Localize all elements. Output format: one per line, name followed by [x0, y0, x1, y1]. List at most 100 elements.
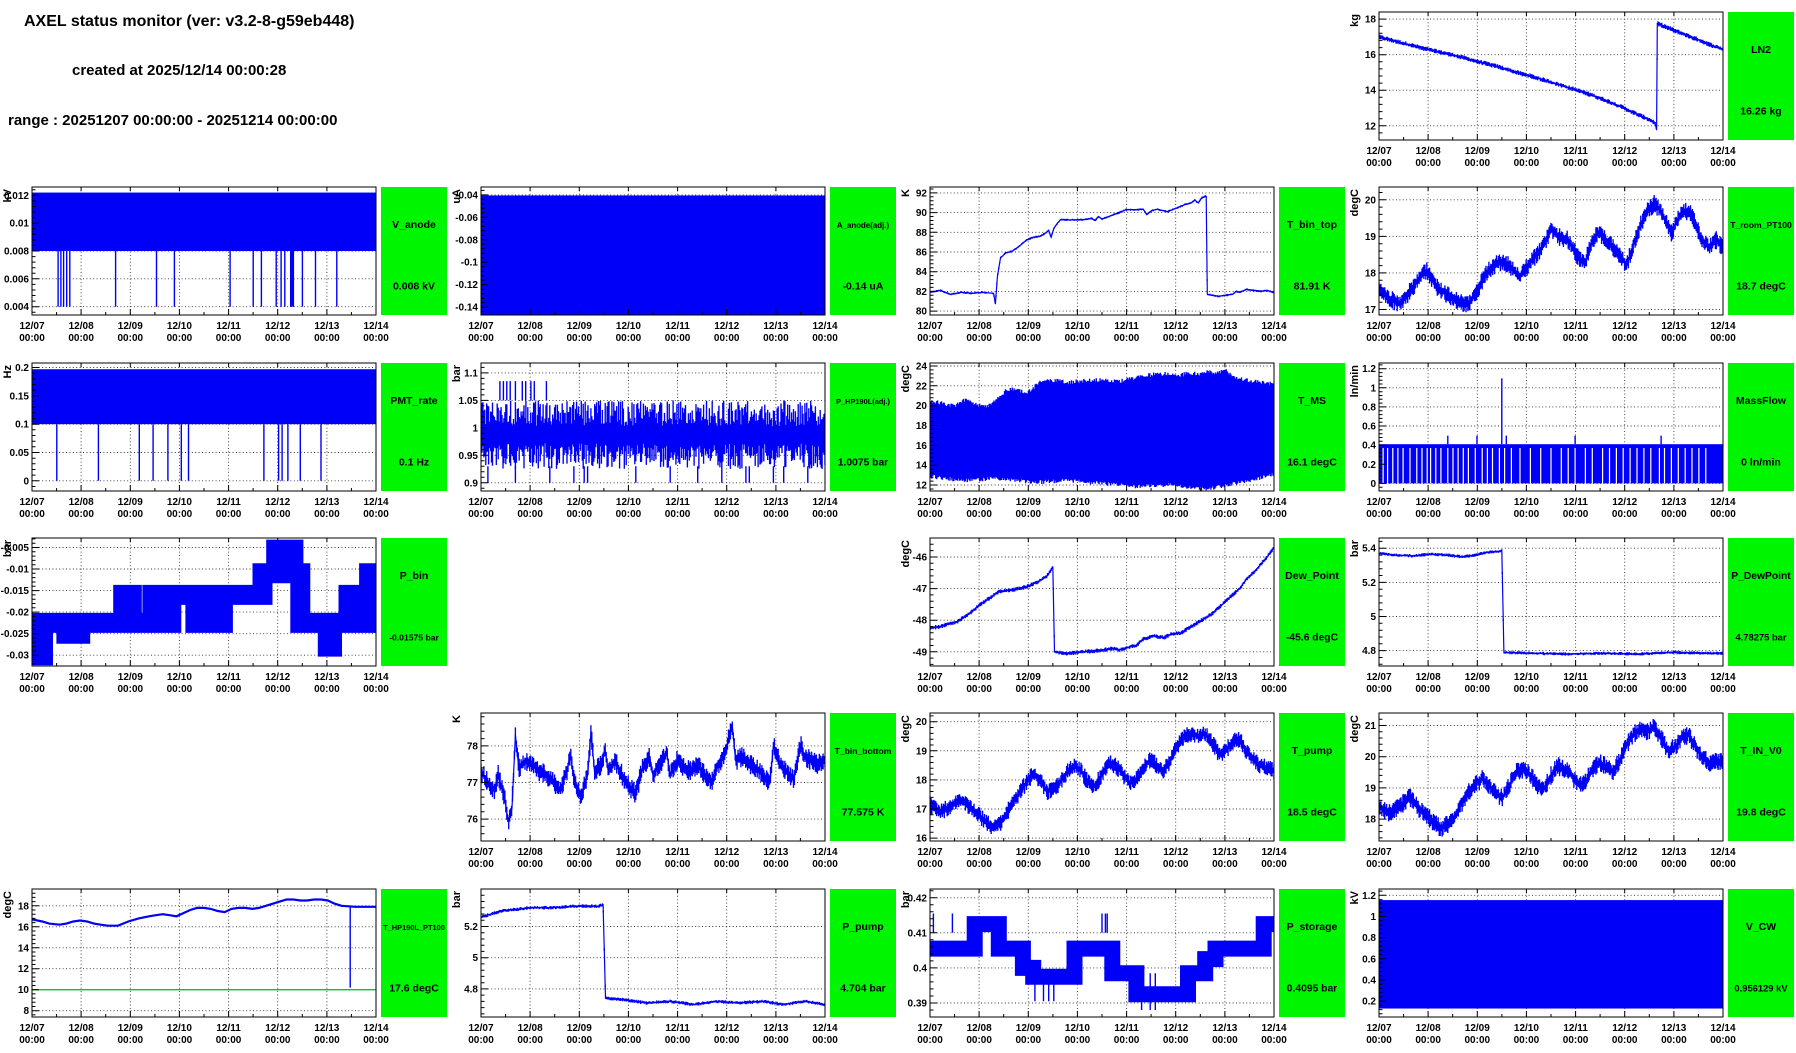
series-line — [930, 732, 1274, 828]
ytick-label: 20 — [916, 401, 928, 412]
ytick-label: 14 — [18, 943, 30, 954]
xtick-time-label: 00:00 — [167, 333, 193, 344]
xtick-date-label: 12/11 — [216, 672, 241, 683]
axis-ticks — [929, 713, 1275, 841]
xtick-time-label: 00:00 — [19, 333, 45, 344]
ytick-label: 0.2 — [15, 363, 29, 374]
xtick-time-label: 00:00 — [566, 509, 592, 520]
xtick-date-label: 12/12 — [1163, 672, 1188, 683]
ytick-label: -0.03 — [6, 651, 29, 662]
xtick-date-label: 12/11 — [1114, 847, 1139, 858]
axis-unit-label: bar — [451, 364, 463, 382]
xtick-date-label: 12/14 — [1261, 1023, 1286, 1034]
xtick-time-label: 00:00 — [1563, 1035, 1589, 1046]
xtick-date-label: 12/12 — [265, 497, 290, 508]
ytick-label: 21 — [1365, 721, 1377, 732]
xtick-date-label: 12/12 — [1612, 146, 1637, 157]
xtick-date-label: 12/14 — [812, 1023, 837, 1034]
xtick-date-label: 12/08 — [1416, 497, 1441, 508]
xtick-date-label: 12/11 — [1563, 1023, 1588, 1034]
xtick-date-label: 12/08 — [518, 321, 543, 332]
xtick-time-label: 00:00 — [966, 684, 992, 695]
plot-label-box — [1728, 889, 1794, 1017]
ytick-label: 16 — [916, 441, 928, 452]
xtick-time-label: 00:00 — [363, 509, 389, 520]
xtick-time-label: 00:00 — [1514, 158, 1540, 169]
xtick-time-label: 00:00 — [1015, 333, 1041, 344]
plot-frame — [1378, 186, 1724, 316]
xtick-time-label: 00:00 — [917, 333, 943, 344]
axis-unit-label: kg — [1349, 14, 1361, 27]
plot-value: 77.575 K — [842, 806, 885, 818]
xtick-date-label: 12/11 — [1114, 672, 1139, 683]
xtick-time-label: 00:00 — [468, 509, 494, 520]
ytick-label: 1 — [472, 423, 478, 434]
series-line — [930, 470, 1274, 487]
xtick-time-label: 00:00 — [1366, 859, 1392, 870]
plot-label: T_MS — [1298, 395, 1326, 407]
xtick-time-label: 00:00 — [19, 509, 45, 520]
xtick-time-label: 00:00 — [665, 859, 691, 870]
xtick-date-label: 12/14 — [1710, 1023, 1735, 1034]
axis-unit-label: degC — [1349, 715, 1361, 743]
xtick-date-label: 12/07 — [1366, 1023, 1391, 1034]
created-at: created at 2025/12/14 00:00:28 — [72, 62, 287, 79]
plot-P_pump: 4.855.2bar12/0700:0012/0800:0012/0900:00… — [451, 888, 896, 1046]
ytick-label: 0.01 — [10, 219, 30, 230]
plot-label-box — [1279, 363, 1345, 491]
xtick-date-label: 12/11 — [1563, 847, 1588, 858]
xtick-date-label: 12/12 — [1163, 847, 1188, 858]
xtick-time-label: 00:00 — [1661, 158, 1687, 169]
ytick-label: 20 — [1365, 752, 1377, 763]
plot-T_bin_top: 80828486889092K12/0700:0012/0800:0012/09… — [900, 186, 1345, 344]
xtick-date-label: 12/12 — [1612, 497, 1637, 508]
axis-unit-label: K — [900, 189, 912, 197]
ytick-label: 17 — [916, 805, 928, 816]
xtick-date-label: 12/13 — [314, 672, 339, 683]
xtick-date-label: 12/14 — [363, 672, 388, 683]
axis-ticks — [1378, 712, 1724, 841]
xtick-date-label: 12/14 — [812, 321, 837, 332]
xtick-date-label: 12/10 — [1065, 1023, 1090, 1034]
xtick-date-label: 12/12 — [1163, 1023, 1188, 1034]
xtick-time-label: 00:00 — [1261, 684, 1287, 695]
ytick-label: -0.08 — [455, 235, 478, 246]
xtick-date-label: 12/07 — [19, 1023, 44, 1034]
xtick-time-label: 00:00 — [1514, 684, 1540, 695]
series-line — [1379, 548, 1723, 655]
xtick-time-label: 00:00 — [314, 684, 340, 695]
series-noise — [1379, 21, 1723, 129]
plot-label-box — [1728, 12, 1794, 140]
xtick-date-label: 12/13 — [1661, 497, 1686, 508]
xtick-date-label: 12/07 — [468, 1023, 493, 1034]
xtick-time-label: 00:00 — [616, 1035, 642, 1046]
xtick-date-label: 12/10 — [167, 1023, 192, 1034]
xtick-time-label: 00:00 — [1710, 684, 1736, 695]
xtick-date-label: 12/09 — [118, 672, 143, 683]
plot-value: 18.7 degC — [1736, 280, 1786, 292]
axis-unit-label: bar — [900, 890, 912, 908]
xtick-time-label: 00:00 — [265, 509, 291, 520]
ytick-label: 0.8 — [1362, 402, 1376, 413]
xtick-time-label: 00:00 — [714, 333, 740, 344]
xtick-time-label: 00:00 — [468, 333, 494, 344]
ytick-label: 1 — [1370, 383, 1376, 394]
xtick-time-label: 00:00 — [714, 1035, 740, 1046]
xtick-date-label: 12/12 — [1163, 321, 1188, 332]
plot-value: 16.1 degC — [1287, 456, 1337, 468]
plot-label: T_bin_bottom — [835, 746, 892, 756]
plot-value: 0.1 Hz — [399, 456, 429, 468]
xtick-time-label: 00:00 — [1114, 684, 1140, 695]
xtick-date-label: 12/10 — [1514, 672, 1539, 683]
xtick-time-label: 00:00 — [1212, 1035, 1238, 1046]
xtick-time-label: 00:00 — [1065, 509, 1091, 520]
ytick-label: 18 — [916, 421, 928, 432]
xtick-time-label: 00:00 — [1710, 509, 1736, 520]
xtick-time-label: 00:00 — [1415, 509, 1441, 520]
ytick-label: 1 — [1370, 912, 1376, 923]
plot-V_CW: 0.20.40.60.811.2kV12/0700:0012/0800:0012… — [1349, 888, 1794, 1046]
plot-label: T_bin_top — [1287, 219, 1337, 231]
plot-label-box — [1279, 538, 1345, 666]
xtick-time-label: 00:00 — [763, 509, 789, 520]
